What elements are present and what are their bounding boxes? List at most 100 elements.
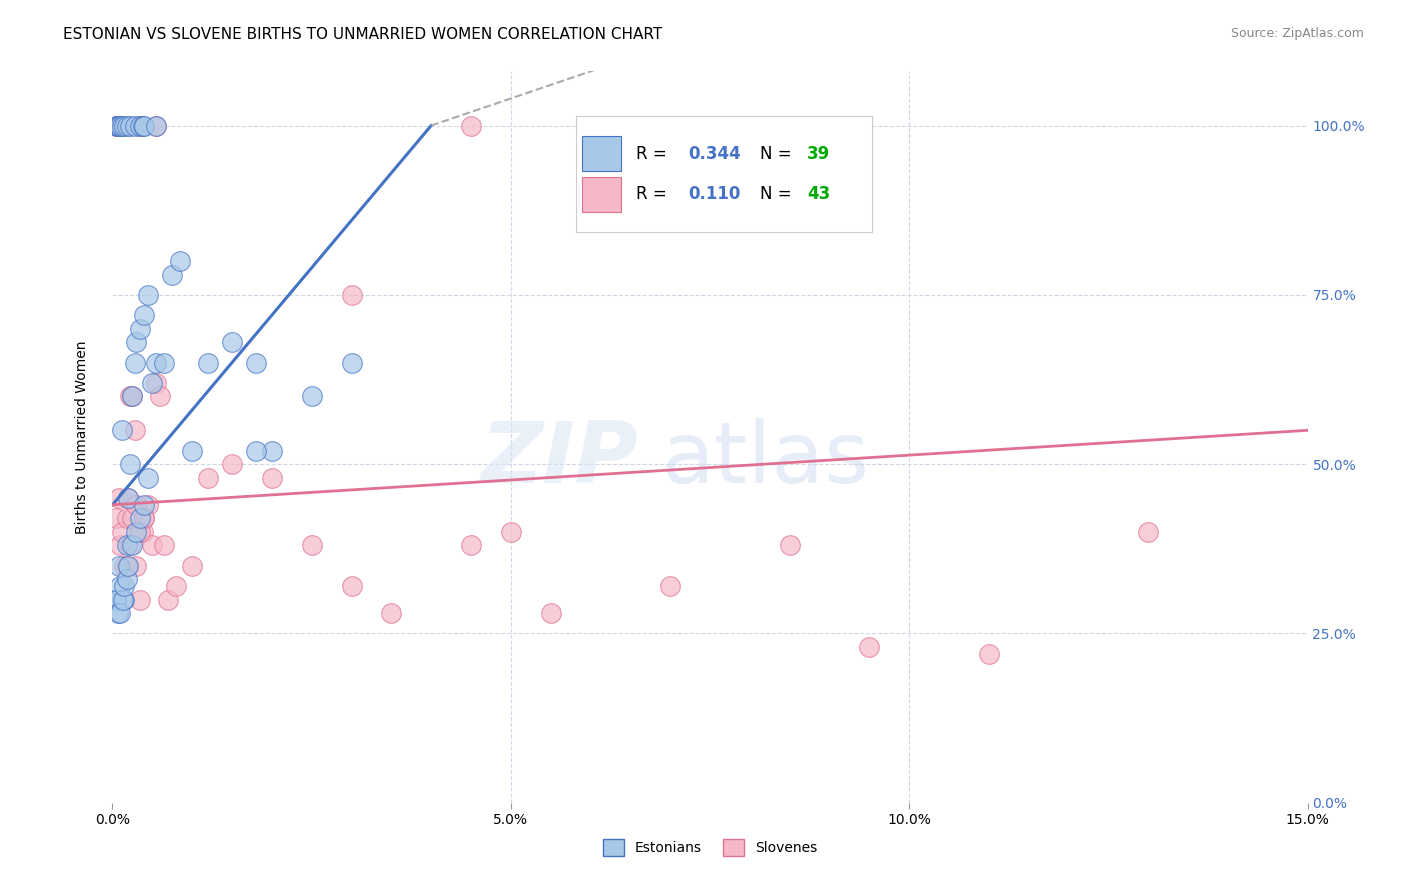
Point bbox=[115, 538, 138, 552]
Point bbox=[114, 119, 135, 133]
Point bbox=[111, 592, 134, 607]
Text: ESTONIAN VS SLOVENE BIRTHS TO UNMARRIED WOMEN CORRELATION CHART: ESTONIAN VS SLOVENE BIRTHS TO UNMARRIED … bbox=[63, 27, 662, 42]
Point bbox=[107, 119, 129, 133]
Point bbox=[129, 322, 152, 336]
Point bbox=[115, 558, 138, 573]
Point bbox=[115, 572, 138, 586]
Point bbox=[114, 592, 135, 607]
Point bbox=[129, 511, 152, 525]
Text: N =: N = bbox=[759, 145, 792, 162]
Point bbox=[110, 606, 132, 620]
Point bbox=[460, 119, 482, 133]
Y-axis label: Births to Unmarried Women: Births to Unmarried Women bbox=[75, 341, 89, 533]
Point bbox=[110, 579, 132, 593]
Point bbox=[107, 119, 129, 133]
Point bbox=[460, 538, 482, 552]
Point bbox=[117, 491, 139, 505]
Text: 0.110: 0.110 bbox=[689, 186, 741, 203]
Point bbox=[340, 288, 363, 302]
Point bbox=[1137, 524, 1160, 539]
Point bbox=[540, 606, 562, 620]
Bar bbox=[582, 177, 621, 211]
Point bbox=[114, 558, 135, 573]
Point bbox=[138, 498, 160, 512]
Point bbox=[245, 355, 267, 369]
Point bbox=[108, 119, 131, 133]
Point bbox=[117, 558, 139, 573]
Point bbox=[181, 443, 204, 458]
Point bbox=[260, 471, 283, 485]
Point bbox=[118, 538, 141, 552]
Point bbox=[779, 538, 801, 552]
Text: Source: ZipAtlas.com: Source: ZipAtlas.com bbox=[1230, 27, 1364, 40]
Point bbox=[221, 457, 243, 471]
Point bbox=[129, 524, 152, 539]
Point bbox=[124, 355, 146, 369]
Point bbox=[121, 389, 143, 403]
Point bbox=[107, 606, 129, 620]
Text: atlas: atlas bbox=[662, 417, 870, 500]
Point bbox=[105, 511, 128, 525]
Point bbox=[134, 511, 156, 525]
Point bbox=[499, 524, 522, 539]
Point bbox=[115, 511, 138, 525]
Point bbox=[301, 538, 323, 552]
Point bbox=[138, 471, 160, 485]
Point bbox=[129, 119, 152, 133]
Point bbox=[181, 558, 204, 573]
Point bbox=[125, 524, 148, 539]
Point bbox=[162, 268, 183, 282]
Point bbox=[105, 119, 128, 133]
Point bbox=[149, 389, 172, 403]
Point bbox=[134, 511, 156, 525]
Point bbox=[115, 119, 138, 133]
Point bbox=[157, 592, 180, 607]
Point bbox=[380, 606, 402, 620]
Point bbox=[340, 579, 363, 593]
Point bbox=[153, 538, 176, 552]
Point bbox=[134, 498, 156, 512]
Point bbox=[118, 119, 141, 133]
Point bbox=[125, 558, 148, 573]
Point bbox=[145, 119, 167, 133]
Point bbox=[125, 335, 148, 350]
Text: R =: R = bbox=[636, 145, 666, 162]
Point bbox=[111, 524, 134, 539]
Point bbox=[221, 335, 243, 350]
Point bbox=[132, 119, 155, 133]
Point bbox=[111, 119, 134, 133]
Point bbox=[105, 592, 128, 607]
Point bbox=[117, 491, 139, 505]
Point bbox=[129, 592, 152, 607]
Point bbox=[110, 538, 132, 552]
Point bbox=[125, 498, 148, 512]
Point bbox=[260, 443, 283, 458]
Point bbox=[169, 254, 191, 268]
Point bbox=[659, 579, 682, 593]
Point bbox=[134, 308, 156, 322]
Point bbox=[858, 640, 880, 654]
Point bbox=[132, 524, 155, 539]
Point bbox=[145, 355, 167, 369]
Text: 0.344: 0.344 bbox=[689, 145, 741, 162]
Point bbox=[145, 119, 167, 133]
Point bbox=[301, 389, 323, 403]
Point bbox=[245, 443, 267, 458]
Point bbox=[197, 355, 219, 369]
Text: 39: 39 bbox=[807, 145, 830, 162]
Point bbox=[118, 457, 141, 471]
Point bbox=[110, 119, 132, 133]
Point bbox=[118, 389, 141, 403]
Point bbox=[114, 579, 135, 593]
Point bbox=[129, 119, 152, 133]
Point bbox=[105, 119, 128, 133]
Point bbox=[141, 376, 163, 390]
Point bbox=[977, 647, 1000, 661]
Point bbox=[121, 511, 143, 525]
Text: 43: 43 bbox=[807, 186, 830, 203]
Bar bbox=[582, 136, 621, 171]
Point bbox=[121, 538, 143, 552]
Point bbox=[108, 558, 131, 573]
Point bbox=[145, 376, 167, 390]
Point bbox=[141, 538, 163, 552]
